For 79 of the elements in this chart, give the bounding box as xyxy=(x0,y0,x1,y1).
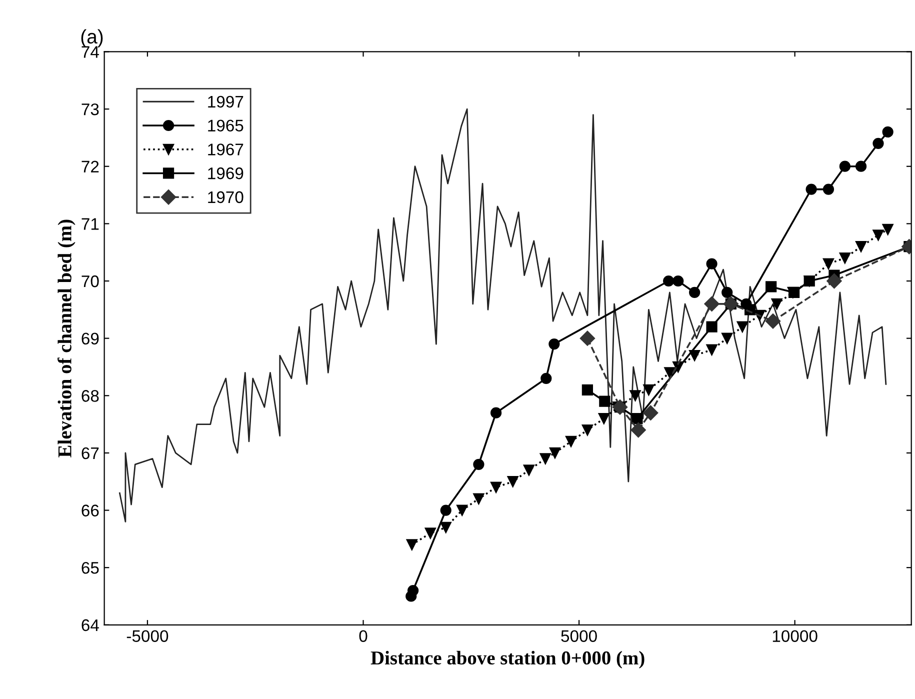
point xyxy=(549,447,561,459)
point xyxy=(804,275,815,287)
y-tick-label: 64 xyxy=(82,619,99,632)
legend-label: 1965 xyxy=(208,120,244,132)
x-tick-label: 5000 xyxy=(561,630,597,642)
point xyxy=(643,405,658,420)
point xyxy=(882,224,894,235)
point xyxy=(855,241,867,252)
y-tick-label: 70 xyxy=(82,275,99,288)
point xyxy=(598,413,610,424)
y-axis-title: Elevation of channel bed (m) xyxy=(58,220,76,458)
point xyxy=(706,344,718,356)
y-tick-label: 67 xyxy=(82,447,99,460)
point xyxy=(839,160,850,172)
y-tick-label: 72 xyxy=(82,160,99,172)
point xyxy=(689,286,700,298)
point xyxy=(689,350,700,362)
point xyxy=(630,422,646,438)
point xyxy=(855,160,867,172)
point xyxy=(440,522,452,534)
point xyxy=(490,407,502,418)
point xyxy=(565,436,577,448)
point xyxy=(722,286,733,298)
point xyxy=(582,424,594,436)
point xyxy=(424,528,436,539)
point xyxy=(406,539,418,550)
point xyxy=(473,493,484,504)
point xyxy=(599,396,610,407)
point xyxy=(580,330,596,346)
point xyxy=(766,281,777,292)
point xyxy=(523,464,534,476)
point xyxy=(822,184,834,195)
legend-label: 1997 xyxy=(208,96,244,108)
point xyxy=(643,384,654,396)
point xyxy=(822,258,834,270)
point xyxy=(736,321,748,332)
y-tick-label: 66 xyxy=(82,504,99,516)
y-tick-label: 65 xyxy=(82,562,99,574)
point xyxy=(672,275,684,287)
point xyxy=(882,126,894,138)
point xyxy=(456,504,468,516)
x-tick-label: 10000 xyxy=(772,630,818,642)
point xyxy=(664,367,676,378)
point xyxy=(507,476,518,488)
point xyxy=(826,273,842,289)
point xyxy=(765,314,781,329)
point xyxy=(706,258,718,270)
chart-title: (a) xyxy=(81,29,103,48)
y-tick-label: 71 xyxy=(82,218,99,230)
point xyxy=(407,584,419,596)
legend-label: 1967 xyxy=(208,144,244,156)
point xyxy=(771,298,782,310)
point xyxy=(548,338,560,350)
point xyxy=(872,138,884,149)
point xyxy=(632,413,643,424)
point xyxy=(663,275,674,287)
point xyxy=(440,504,452,516)
point xyxy=(473,458,484,470)
x-tick-label: 0 xyxy=(359,630,368,642)
point xyxy=(706,321,718,332)
point xyxy=(540,372,552,384)
legend-label: 1970 xyxy=(208,191,244,204)
point xyxy=(630,390,641,402)
point xyxy=(540,453,551,464)
point xyxy=(582,384,594,396)
point xyxy=(704,296,720,312)
point xyxy=(872,230,884,241)
point xyxy=(806,184,817,195)
legend-label: 1969 xyxy=(208,167,244,180)
x-tick-label: -5000 xyxy=(126,630,168,642)
point xyxy=(722,332,733,344)
y-tick-label: 68 xyxy=(82,390,99,402)
y-tick-label: 69 xyxy=(82,332,99,345)
y-tick-label: 73 xyxy=(82,103,99,116)
y-tick-label: 74 xyxy=(82,46,99,58)
point xyxy=(839,252,850,264)
point xyxy=(490,482,502,493)
line-series xyxy=(118,108,887,522)
x-axis-title: Distance above station 0+000 (m) xyxy=(370,650,644,668)
